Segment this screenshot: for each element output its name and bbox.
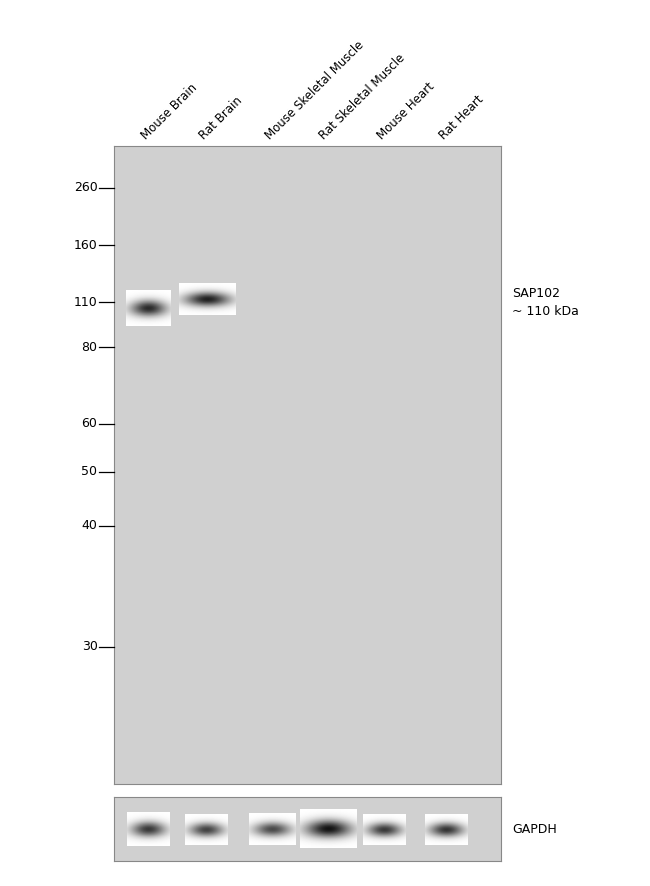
- Text: 50: 50: [81, 465, 98, 478]
- Text: Rat Brain: Rat Brain: [198, 94, 245, 142]
- Text: Mouse Skeletal Muscle: Mouse Skeletal Muscle: [263, 38, 367, 142]
- Text: 160: 160: [73, 238, 98, 252]
- Text: 60: 60: [82, 417, 98, 431]
- Text: Mouse Heart: Mouse Heart: [375, 80, 437, 142]
- Text: Mouse Brain: Mouse Brain: [139, 81, 200, 142]
- Text: SAP102
~ 110 kDa: SAP102 ~ 110 kDa: [512, 287, 579, 318]
- Text: Rat Skeletal Muscle: Rat Skeletal Muscle: [317, 51, 408, 142]
- Text: GAPDH: GAPDH: [512, 823, 557, 835]
- Text: 260: 260: [73, 181, 98, 194]
- Text: 40: 40: [82, 519, 98, 532]
- Text: 110: 110: [73, 296, 98, 309]
- Text: Rat Heart: Rat Heart: [437, 92, 486, 142]
- Text: 80: 80: [81, 340, 98, 354]
- Text: 30: 30: [82, 641, 98, 654]
